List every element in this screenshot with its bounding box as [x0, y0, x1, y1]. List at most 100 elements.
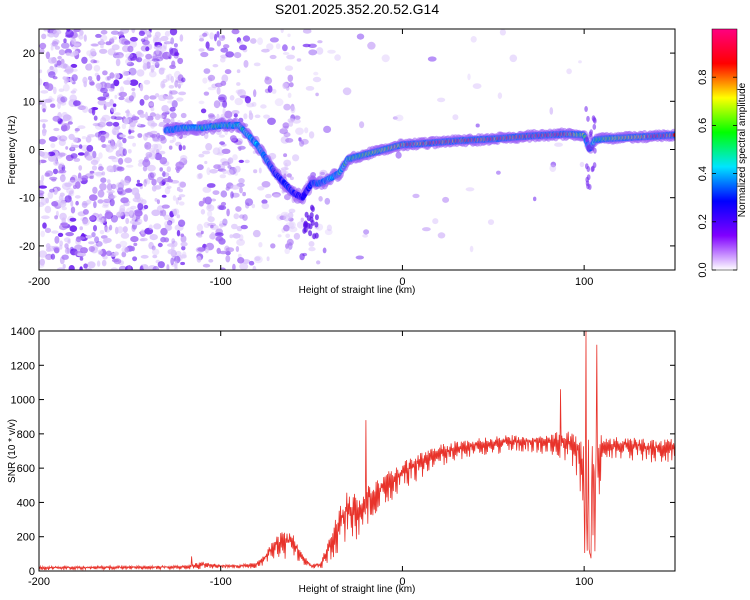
- spectrogram-noise-blob: [180, 235, 187, 243]
- spectrogram-noise-blob: [222, 100, 228, 108]
- spectrogram-noise-blob: [140, 229, 145, 235]
- spectrogram-noise-blob: [57, 198, 65, 206]
- spectrogram-noise-blob: [197, 247, 206, 252]
- spectrogram-noise-blob: [282, 170, 289, 175]
- spectrogram-noise-blob: [227, 165, 232, 169]
- spectrogram-noise-blob: [42, 222, 47, 229]
- spectrogram-noise-blob: [93, 225, 97, 232]
- spectrogram-noise-blob: [304, 127, 309, 134]
- spectrogram-noise-blob: [39, 119, 49, 123]
- spectrogram-noise-blob: [202, 263, 211, 268]
- spectrogram-noise-blob: [136, 56, 143, 63]
- spectrogram-noise-blob: [53, 29, 62, 35]
- spectrogram-noise-blob: [152, 53, 156, 58]
- spectrogram-noise-blob: [242, 35, 251, 42]
- snr-series-line: [39, 331, 675, 571]
- spectrogram-noise-blob: [39, 78, 43, 86]
- spectrogram-noise-blob: [68, 265, 75, 270]
- spectrogram-noise-blob: [196, 255, 202, 263]
- spectrogram-noise-blob: [64, 195, 72, 203]
- spectrogram-noise-blob: [125, 217, 130, 225]
- spectrogram-noise-blob: [216, 40, 222, 47]
- colorbar-gradient: [711, 28, 738, 271]
- spectrogram-noise-blob: [267, 117, 276, 126]
- spectrogram-noise-blob: [160, 35, 169, 42]
- spectrogram-noise-blob: [232, 154, 238, 161]
- spectrogram-noise-blob: [165, 182, 169, 186]
- spectrogram-noise-blob: [308, 241, 315, 247]
- spectrogram-noise-blob: [280, 29, 284, 33]
- spectrogram-noise-blob: [253, 89, 257, 98]
- spectrogram-noise-blob: [151, 209, 161, 217]
- spectrogram-noise-blob: [214, 33, 217, 42]
- spectrogram-noise-blob: [167, 100, 174, 104]
- spectrogram-noise-blob: [89, 170, 95, 174]
- spectrogram-noise-blob: [100, 87, 108, 94]
- spectrogram-noise-blob: [64, 243, 69, 249]
- spectrogram-noise-blob: [109, 72, 115, 79]
- spectrogram-noise-blob: [75, 236, 82, 243]
- spectrogram-noise-blob: [116, 139, 122, 148]
- spectrogram-noise-blob: [143, 179, 147, 187]
- spectrogram-noise-blob: [82, 218, 90, 226]
- spectrogram-noise-blob: [60, 96, 68, 103]
- spectrogram-noise-blob: [284, 247, 291, 255]
- spectrogram-noise-blob: [99, 48, 108, 54]
- spectrogram-noise-blob: [58, 49, 66, 56]
- spectrogram-noise-blob: [63, 237, 71, 243]
- spectrogram-noise-blob: [163, 41, 172, 45]
- spectrogram-noise-blob: [231, 223, 238, 230]
- spectrogram-noise-blob: [146, 131, 153, 136]
- spectrogram-noise-blob: [87, 63, 93, 71]
- spectrogram-noise-blob: [205, 143, 213, 151]
- spectrogram-noise-blob: [102, 92, 110, 98]
- spectrogram-noise-blob: [82, 76, 88, 84]
- spectrogram-noise-blob: [124, 247, 130, 253]
- snr-y-tick-label: 600: [17, 463, 35, 475]
- spectrogram-noise-blob: [160, 136, 167, 144]
- spectrogram-noise-blob: [234, 165, 241, 173]
- spectrogram-noise-blob: [101, 171, 106, 176]
- spectrogram-noise-blob: [96, 74, 101, 82]
- spectrogram-noise-blob: [207, 74, 216, 81]
- spectrogram-noise-blob: [224, 110, 233, 119]
- spectrogram-noise-blob: [292, 154, 300, 162]
- spectrogram-noise-blob: [200, 51, 209, 58]
- spectrogram-noise-blob: [242, 191, 247, 197]
- spectrogram-noise-blob: [219, 141, 226, 145]
- spectrogram-noise-blob: [62, 83, 70, 92]
- spectrogram-noise-blob: [217, 94, 227, 102]
- spectrogram-noise-blob: [470, 36, 477, 43]
- spectrogram-noise-blob: [273, 193, 281, 198]
- spectrogram-noise-blob: [42, 128, 47, 137]
- spectrogram-noise-blob: [299, 253, 305, 261]
- spectrogram-noise-blob: [58, 135, 68, 142]
- spectrogram-noise-blob: [252, 229, 261, 238]
- spectrogram-noise-blob: [114, 94, 118, 99]
- spectrogram-noise-blob: [104, 226, 111, 233]
- spectrogram-noise-blob: [110, 105, 117, 113]
- spectrogram-noise-blob: [261, 199, 268, 204]
- spectrogram-noise-blob: [126, 61, 135, 67]
- spectrogram-noise-blob: [161, 204, 170, 209]
- spectrogram-noise-blob: [87, 261, 96, 269]
- spectrogram-noise-blob: [246, 102, 255, 108]
- spectrogram-noise-blob: [39, 48, 45, 54]
- spectrogram-noise-blob: [237, 253, 242, 258]
- spectrogram-noise-blob: [129, 53, 138, 61]
- spectrogram-ridge-smear: [586, 115, 590, 122]
- spectrogram-ridge-smear: [584, 106, 588, 112]
- spectrogram-noise-blob: [41, 151, 50, 159]
- spectrogram-noise-blob: [68, 52, 77, 57]
- spectrogram-noise-blob: [218, 205, 227, 211]
- spectrogram-noise-blob: [143, 79, 151, 85]
- spectrogram-noise-blob: [113, 79, 120, 87]
- spectrogram-noise-blob: [40, 90, 49, 94]
- spectrogram-noise-blob: [52, 39, 60, 45]
- spectrogram-noise-blob: [271, 88, 277, 94]
- spectrogram-noise-blob: [282, 52, 290, 55]
- spectrogram-noise-blob: [56, 267, 66, 270]
- colorbar: 0.0 0.2 0.4 0.6 0.8 Normalized spectral ampl…: [697, 28, 748, 278]
- spectrogram-noise-blob: [110, 215, 118, 223]
- spectrogram-ridge: [162, 106, 675, 240]
